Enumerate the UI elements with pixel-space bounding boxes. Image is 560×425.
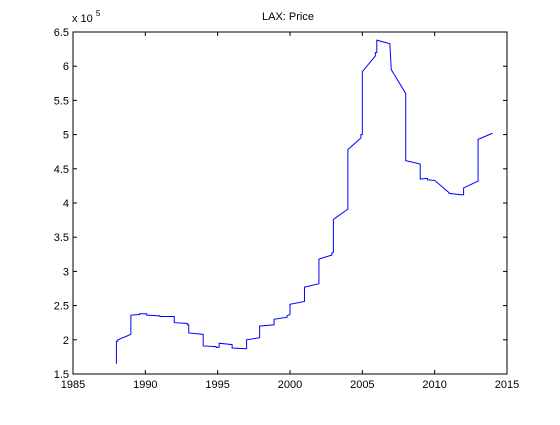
x-tick-label: 2005 <box>350 379 374 391</box>
y-tick-label: 1.5 <box>54 369 69 381</box>
plot-area <box>72 31 508 375</box>
x-tick-label: 1990 <box>133 379 157 391</box>
x-axis-ticks: 1985 1990 1995 2000 2005 2010 2015 <box>61 32 519 391</box>
y-tick-label: 5 <box>63 130 69 142</box>
y-axis-multiplier-exponent: 5 <box>96 9 101 18</box>
x-tick-label: 2010 <box>422 379 446 391</box>
y-tick-label: 4 <box>63 198 69 210</box>
y-axis-ticks: 1.5 2 2.5 3 3.5 4 4.5 5 5.5 6 6.5 <box>54 27 507 381</box>
y-axis-multiplier-base: x 10 <box>72 13 93 25</box>
y-tick-label: 2 <box>63 335 69 347</box>
y-tick-label: 2.5 <box>54 301 69 313</box>
chart-title: LAX: Price <box>262 11 314 23</box>
y-tick-label: 6.5 <box>54 27 69 39</box>
x-tick-label: 2000 <box>278 379 302 391</box>
y-tick-label: 3 <box>63 266 69 278</box>
y-tick-label: 4.5 <box>54 164 69 176</box>
x-tick-label: 1995 <box>205 379 229 391</box>
series-line-price <box>115 39 493 364</box>
y-tick-label: 3.5 <box>54 232 69 244</box>
y-tick-label: 6 <box>63 61 69 73</box>
x-tick-label: 2015 <box>495 379 519 391</box>
x-tick-label: 1985 <box>61 379 85 391</box>
y-axis-multiplier: x 10 5 <box>72 9 101 25</box>
y-tick-label: 5.5 <box>54 95 69 107</box>
